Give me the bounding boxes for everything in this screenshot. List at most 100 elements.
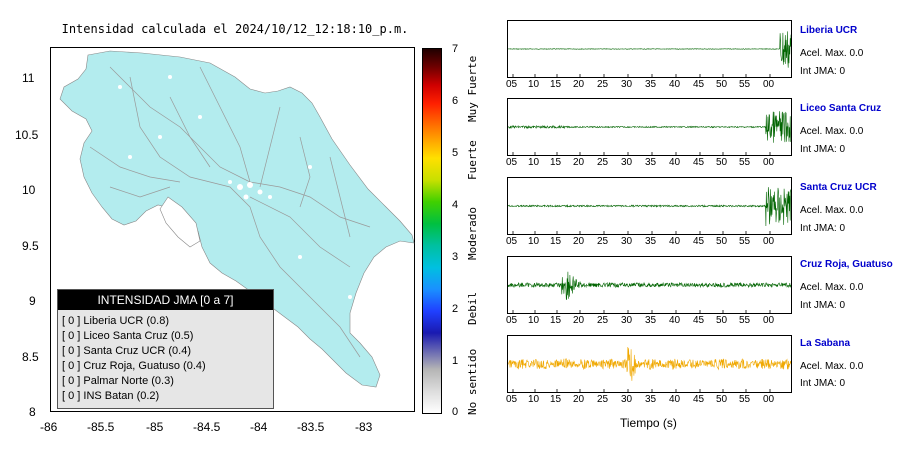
waveform-panel [507, 177, 792, 235]
map-x-tick: -85 [146, 420, 164, 434]
time-tick: 45 [693, 157, 705, 168]
time-tick: 35 [645, 394, 657, 405]
time-tick: 35 [645, 79, 657, 90]
time-tick: 50 [716, 236, 728, 247]
time-tick: 20 [573, 394, 585, 405]
time-tick: 05 [506, 315, 518, 326]
map-x-tick: -86 [40, 420, 58, 434]
station-acel: Acel. Max. 0.0 [800, 205, 864, 216]
colorbar-label: Debil [466, 291, 479, 325]
time-axis-label: Tiempo (s) [620, 416, 677, 430]
time-tick: 45 [693, 79, 705, 90]
time-tick: 30 [621, 315, 633, 326]
intensity-colorbar [422, 48, 442, 414]
station-int: Int JMA: 0 [800, 144, 846, 155]
time-tick: 35 [645, 157, 657, 168]
intensity-legend: INTENSIDAD JMA [0 a 7] [ 0 ] Liberia UCR… [57, 289, 274, 409]
time-tick: 15 [550, 315, 562, 326]
nicoya-gulf [159, 196, 201, 248]
colorbar-tick: 0 [452, 406, 459, 418]
map-y-tick: 9.5 [22, 239, 39, 253]
waveform-trace [508, 346, 791, 392]
colorbar-tick: 5 [452, 147, 459, 159]
time-tick: 00 [763, 315, 775, 326]
time-tick: 25 [597, 394, 609, 405]
time-tick: 15 [550, 236, 562, 247]
time-tick: 15 [550, 157, 562, 168]
time-tick: 10 [528, 79, 540, 90]
costa-rica-land [59, 50, 415, 388]
time-tick: 30 [621, 236, 633, 247]
time-tick: 55 [739, 236, 751, 247]
colorbar-tick: 3 [452, 251, 459, 263]
waveform-panel [507, 335, 792, 393]
station-int: Int JMA: 0 [800, 66, 846, 77]
waveform-trace [508, 111, 791, 155]
map-y-tick: 10 [22, 183, 36, 197]
colorbar-label: No sentido [466, 348, 479, 415]
time-tick: 40 [669, 394, 681, 405]
time-tick: 40 [669, 79, 681, 90]
station-int: Int JMA: 0 [800, 378, 846, 389]
map-y-tick: 9 [29, 294, 36, 308]
time-tick: 40 [669, 157, 681, 168]
time-tick: 30 [621, 394, 633, 405]
station-name: Liberia UCR [800, 25, 858, 36]
time-tick: 00 [763, 394, 775, 405]
station-acel: Acel. Max. 0.0 [800, 282, 864, 293]
waveform-panel [507, 256, 792, 314]
time-tick: 40 [669, 315, 681, 326]
time-tick: 25 [597, 157, 609, 168]
map-x-tick: -84.5 [193, 420, 221, 434]
station-acel: Acel. Max. 0.0 [800, 48, 864, 59]
colorbar-label: Fuerte [466, 140, 479, 180]
colorbar-tick: 7 [452, 43, 459, 55]
map-x-tick: -83.5 [297, 420, 325, 434]
waveform-panel [507, 98, 792, 156]
time-tick: 50 [716, 315, 728, 326]
time-tick: 35 [645, 315, 657, 326]
time-tick: 10 [528, 157, 540, 168]
map-y-tick: 10.5 [15, 128, 39, 142]
map-y-tick: 11 [22, 71, 35, 85]
time-tick: 20 [573, 315, 585, 326]
city-markers [118, 75, 352, 299]
time-tick: 05 [506, 394, 518, 405]
waveform-trace [508, 271, 791, 313]
legend-item: [ 0 ] Palmar Norte (0.3) [62, 375, 174, 387]
time-tick: 25 [597, 79, 609, 90]
time-tick: 15 [550, 79, 562, 90]
time-tick: 45 [693, 315, 705, 326]
time-tick: 05 [506, 79, 518, 90]
time-tick: 45 [693, 394, 705, 405]
map-y-tick: 8 [29, 405, 36, 419]
road-network [89, 66, 371, 358]
waveform-trace [508, 187, 791, 234]
legend-item: [ 0 ] Cruz Roja, Guatuso (0.4) [62, 360, 206, 372]
map-x-tick: -84 [250, 420, 268, 434]
waveform-panel [507, 20, 792, 78]
time-tick: 30 [621, 157, 633, 168]
time-tick: 20 [573, 157, 585, 168]
time-tick: 10 [528, 315, 540, 326]
time-tick: 25 [597, 236, 609, 247]
time-tick: 20 [573, 236, 585, 247]
time-tick: 55 [739, 315, 751, 326]
time-tick: 35 [645, 236, 657, 247]
station-name: Cruz Roja, Guatuso [800, 259, 893, 270]
time-tick: 55 [739, 157, 751, 168]
time-tick: 50 [716, 79, 728, 90]
map-x-tick: -85.5 [87, 420, 115, 434]
time-tick: 10 [528, 394, 540, 405]
time-tick: 00 [763, 236, 775, 247]
time-tick: 30 [621, 79, 633, 90]
colorbar-tick: 1 [452, 355, 459, 367]
station-name: La Sabana [800, 338, 851, 349]
time-tick: 50 [716, 394, 728, 405]
station-name: Liceo Santa Cruz [800, 103, 882, 114]
map-x-tick: -83 [355, 420, 373, 434]
legend-item: [ 0 ] Santa Cruz UCR (0.4) [62, 345, 191, 357]
time-tick: 55 [739, 394, 751, 405]
time-tick: 05 [506, 236, 518, 247]
time-tick: 00 [763, 157, 775, 168]
